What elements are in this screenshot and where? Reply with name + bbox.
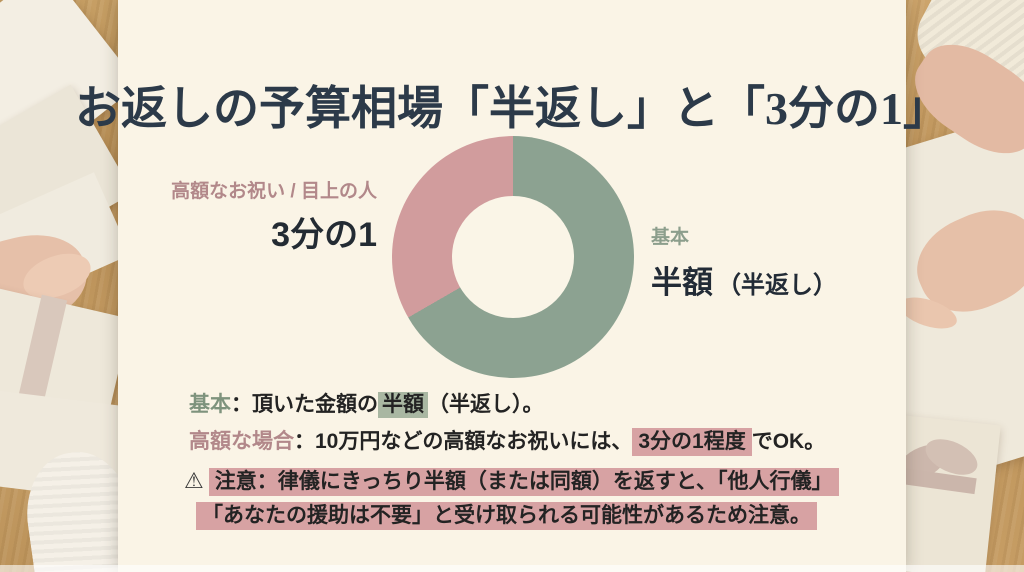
note-warning-line2: 「あなたの援助は不要」と受け取られる可能性があるため注意。 xyxy=(196,502,817,530)
note-basic: 基本：頂いた金額の 半額 （半返し）。 xyxy=(189,391,544,419)
background-photo-right xyxy=(906,0,1024,572)
note-highlight: 3分の1程度 xyxy=(632,428,752,456)
warning-icon: ⚠ xyxy=(184,468,204,493)
note-lead: 高額な場合 xyxy=(189,430,294,453)
note-highlight: 注意：律儀にきっちり半額（または同額）を返すと、「他人行儀」 xyxy=(208,468,839,496)
donut-chart xyxy=(392,136,634,378)
page-title: お返しの予算相場「半返し」と「3分の1」 xyxy=(75,82,949,134)
note-expensive: 高額な場合：10万円などの高額なお祝いには、 3分の1程度 でOK。 xyxy=(189,428,825,456)
segment-label-one-third: 高額なお祝い / 目上の人 3分の1 xyxy=(171,176,377,256)
segment-value-sub: （半返し） xyxy=(717,272,837,299)
note-text: ：頂いた金額の xyxy=(231,393,378,416)
segment-caption: 基本 xyxy=(651,227,690,248)
segment-caption: 高額なお祝い / 目上の人 xyxy=(171,181,377,202)
note-warning-line1: ⚠ 注意：律儀にきっちり半額（または同額）を返すと、「他人行儀」 xyxy=(184,466,839,496)
note-lead: 基本 xyxy=(189,393,231,416)
note-highlight: 「あなたの援助は不要」と受け取られる可能性があるため注意。 xyxy=(196,502,817,530)
gift-box-shape xyxy=(906,411,1001,572)
segment-label-half: 基本 半額 （半返し） xyxy=(651,222,837,302)
donut-hole xyxy=(452,196,574,318)
note-text: （半返し）。 xyxy=(428,393,544,416)
note-highlight: 半額 xyxy=(378,392,428,418)
note-text: ：10万円などの高額なお祝いには、 xyxy=(294,430,633,453)
background-photo-left xyxy=(0,0,118,572)
note-text: でOK。 xyxy=(751,430,826,453)
segment-value-main: 半額 xyxy=(651,265,713,300)
bottom-glare-strip xyxy=(0,565,1024,572)
segment-value: 半額 （半返し） xyxy=(651,257,837,302)
segment-value: 3分の1 xyxy=(271,216,377,254)
